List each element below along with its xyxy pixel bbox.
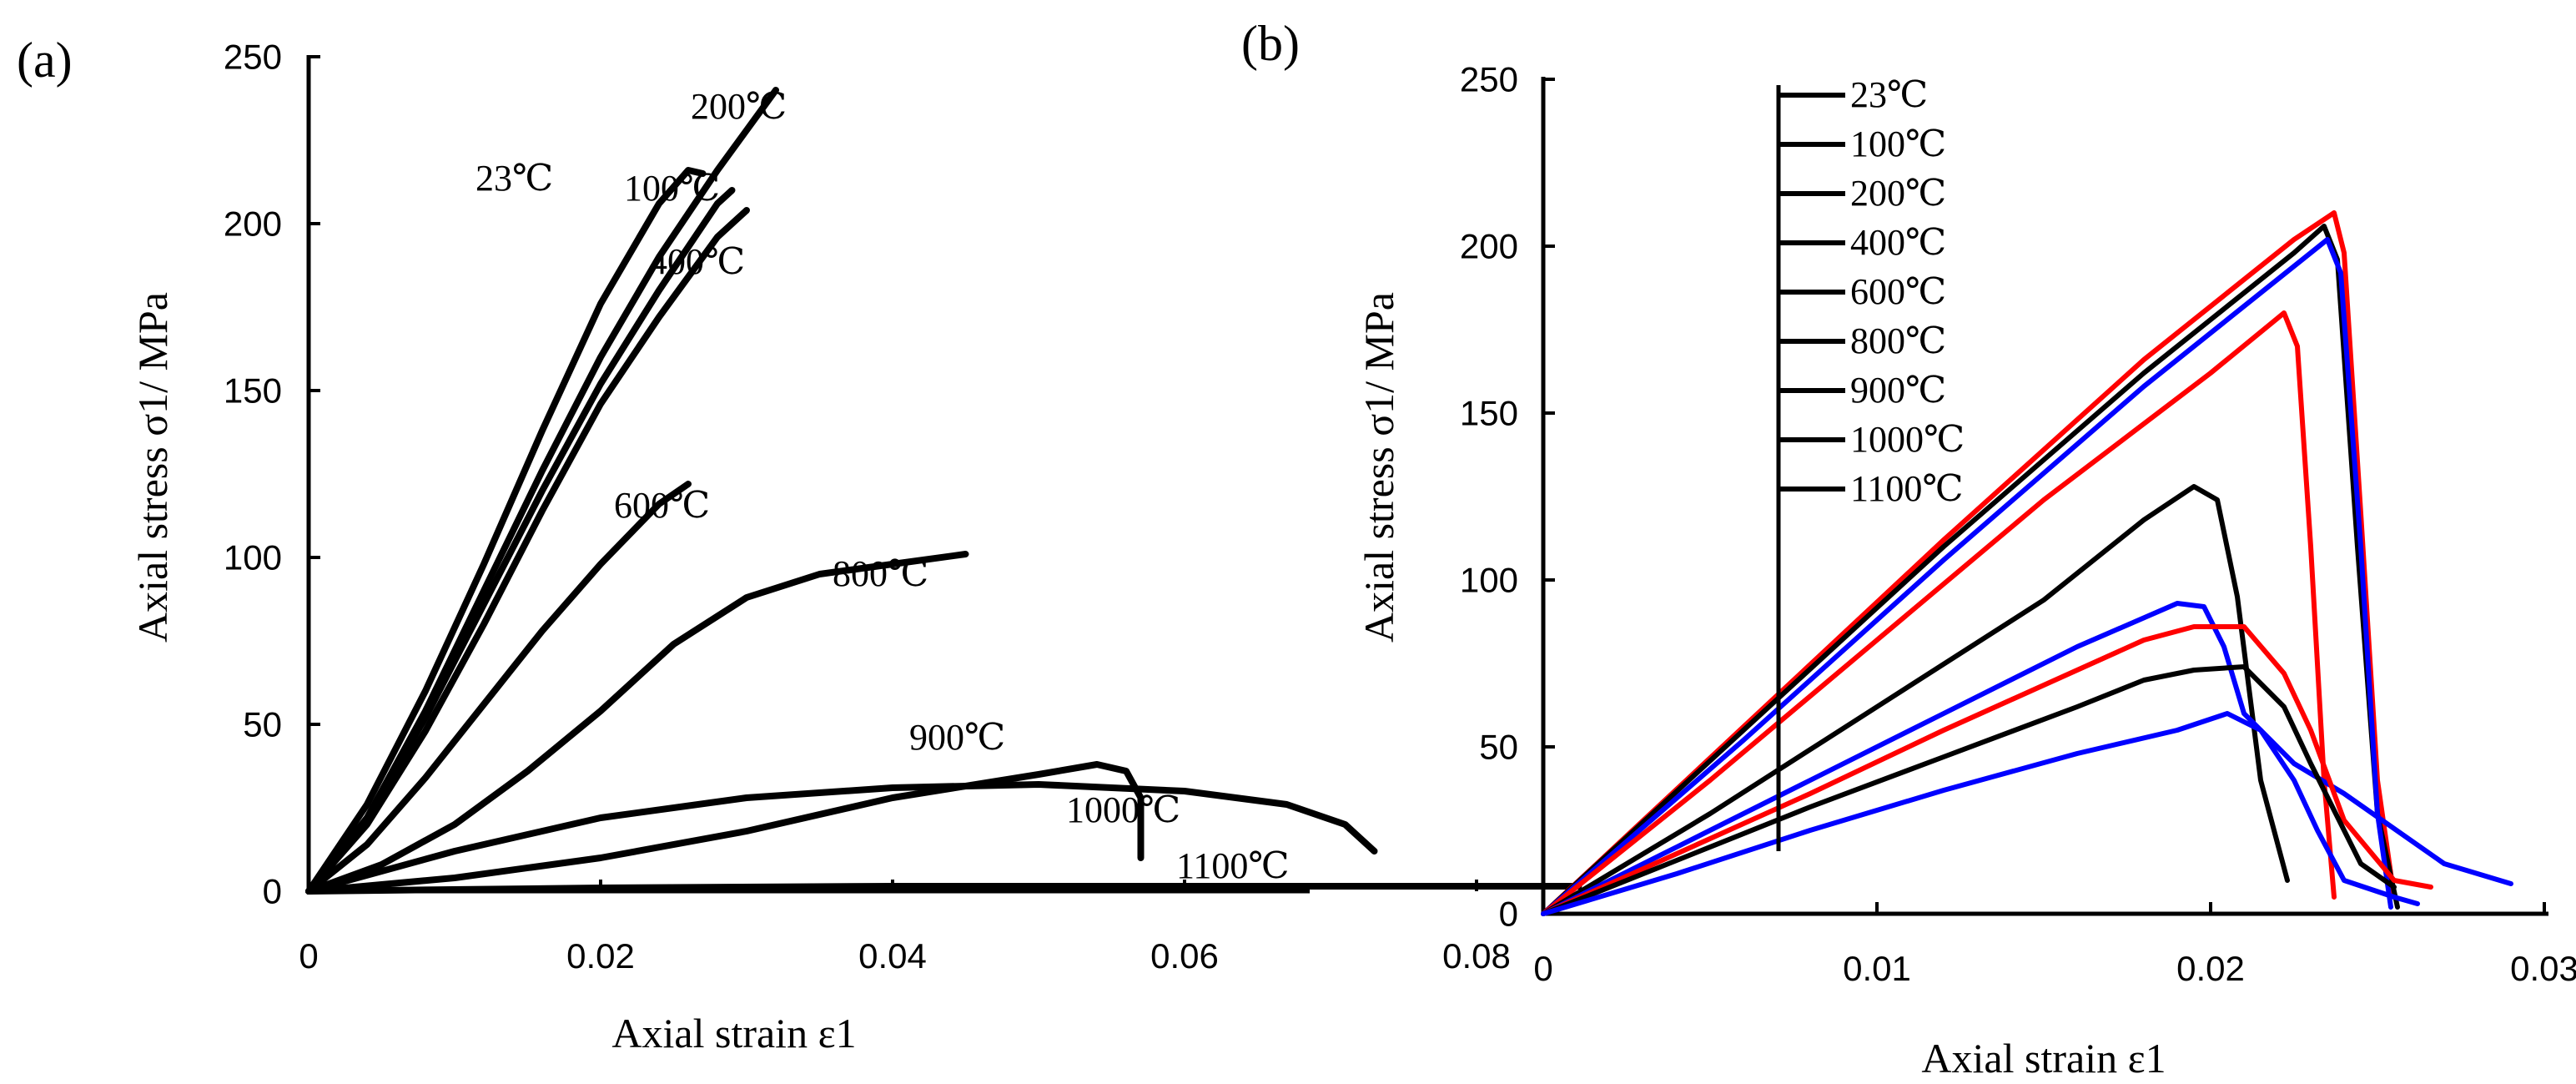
panel-b-ticks: 0 50 100 150 200 250 0 0.01 0.02 0.03 [1460,60,2576,988]
panel-b-xlabel: Axial strain ε1 [1921,1035,2166,1081]
x-tick-label: 0.02 [566,936,635,976]
legend-entry-23c: 23℃ [1850,74,1928,115]
panel-a-label: (a) [17,33,73,88]
series-s4 [1541,310,2337,916]
curve-label-200c: 200℃ [691,86,787,127]
y-tick-label: 50 [243,705,282,744]
curve-label-800c: 800℃ [833,553,928,594]
series-200c [305,87,779,895]
legend-entry-100c: 100℃ [1850,124,1946,164]
panel-a-xlabel: Axial strain ε1 [611,1010,856,1056]
panel-b-ylabel: Axial stress σ1/ MPa [1356,292,1402,643]
y-tick-label: 0 [1499,895,1518,934]
y-tick-label: 200 [1460,227,1518,266]
panel-b: (b) Axial stress σ1/ MPa Axial strain ε1… [1241,16,2576,1081]
series-1000c [305,781,1378,895]
series-s5 [1541,484,2290,916]
x-tick-label: 0.01 [1843,949,1911,988]
x-tick-label: 0.04 [858,936,927,976]
legend-entry-1000c: 1000℃ [1850,419,1965,460]
legend-entry-400c: 400℃ [1850,222,1946,263]
y-tick-label: 250 [1460,60,1518,99]
curve-label-1000c: 1000℃ [1066,789,1180,830]
series-100c [305,187,736,895]
series-s8 [1541,664,2397,916]
panel-a-curves [305,87,1582,895]
y-tick-label: 0 [263,872,282,911]
x-tick-label: 0.02 [2176,949,2245,988]
series-23c [305,167,707,895]
x-tick-label: 0.08 [1442,936,1511,976]
legend-entry-1100c: 1100℃ [1850,468,1964,509]
curve-label-23c: 23℃ [475,158,553,199]
legend-entry-600c: 600℃ [1850,271,1946,312]
y-tick-label: 100 [1460,561,1518,600]
panel-a-curve-labels: 23℃ 100℃ 200℃ 400℃ 600℃ 800℃ 900℃ 1000℃ 1100℃ [475,86,1290,886]
y-tick-label: 150 [224,371,282,411]
legend-entry-800c: 800℃ [1850,320,1946,361]
series-s7 [1541,624,2433,916]
series-800c [305,551,969,895]
x-tick-label: 0.03 [2510,949,2576,988]
curve-label-900c: 900℃ [909,717,1005,758]
curve-label-400c: 400℃ [649,241,745,282]
series-1100c [305,883,1582,895]
x-tick-label: 0 [299,936,318,976]
panel-a-ylabel: Axial stress σ1/ MPa [129,292,176,643]
legend-entry-200c: 200℃ [1850,173,1946,214]
panel-b-legend: 23℃ 100℃ 200℃ 400℃ 600℃ 800℃ 900℃ 1000℃ 1100℃ [1776,74,1965,851]
legend-entry-900c: 900℃ [1850,370,1946,411]
panel-a: (a) Axial stress σ1/ MPa Axial strain ε1… [17,33,1582,1056]
curve-label-100c: 100℃ [624,168,720,209]
series-600c [305,481,692,895]
y-tick-label: 200 [224,204,282,244]
panel-b-label: (b) [1241,16,1300,71]
curve-label-1100c: 1100℃ [1176,845,1290,886]
series-400c [305,207,750,895]
x-tick-label: 0 [1533,949,1552,988]
panel-b-curves [1541,210,2513,916]
x-tick-label: 0.06 [1150,936,1219,976]
panel-a-ticks: 0 50 100 150 200 250 0 0.02 0.04 0.06 0.08 [224,38,1511,976]
curve-label-600c: 600℃ [614,485,710,526]
y-tick-label: 150 [1460,394,1518,433]
y-tick-label: 250 [224,38,282,77]
series-s9 [1541,711,2420,916]
series-s3 [1541,237,2393,916]
y-tick-label: 100 [224,538,282,577]
series-s6 [1541,601,2513,916]
y-tick-label: 50 [1479,728,1518,767]
